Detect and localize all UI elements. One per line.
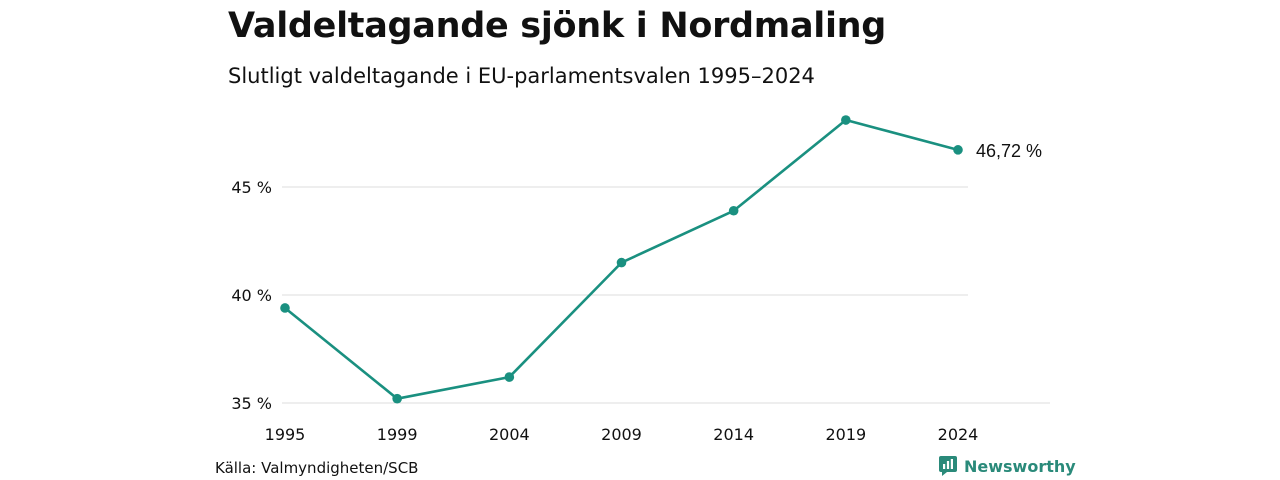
chart-subtitle: Slutligt valdeltagande i EU-parlamentsva… [228,64,815,88]
y-tick-label: 35 % [231,394,272,413]
y-tick-label: 40 % [231,286,272,305]
data-point [504,372,515,382]
x-tick-label: 2014 [713,425,754,444]
x-tick-label: 1999 [377,425,418,444]
x-tick-label: 1995 [265,425,306,444]
chart-title: Valdeltagande sjönk i Nordmaling [228,6,887,46]
brand-name: Newsworthy [964,456,1076,476]
data-point [392,393,402,404]
data-point [616,257,627,268]
y-tick-label: 45 % [231,178,272,197]
x-tick-label: 2019 [825,425,866,444]
data-point [841,115,851,125]
source-note: Källa: Valmyndigheten/SCB [215,459,419,477]
data-point [280,303,290,313]
data-point [728,205,739,216]
x-tick-label: 2009 [601,425,642,444]
newsworthy-logo-icon [939,456,957,476]
end-value-label: 46,72 % [976,141,1042,161]
x-tick-label: 2004 [489,425,530,444]
data-point [953,145,963,155]
brand-logo: Newsworthy [938,455,1076,477]
x-tick-label: 2024 [938,425,979,444]
